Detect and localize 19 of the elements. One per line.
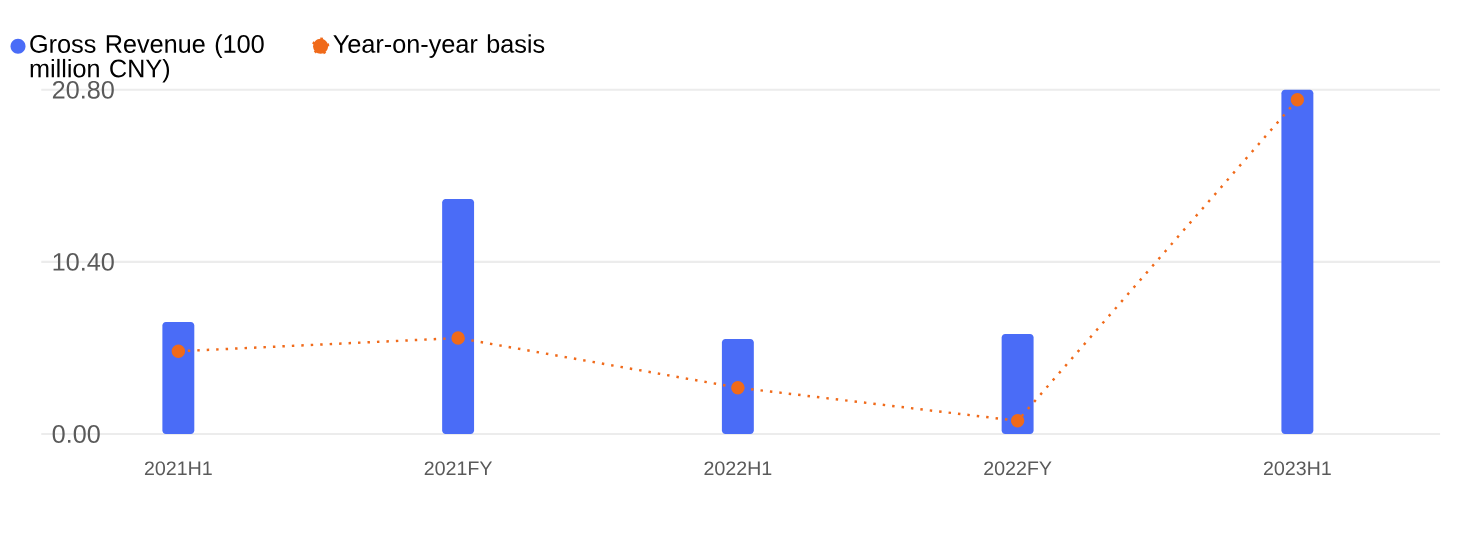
x-tick-label: 2021H1 <box>144 461 212 476</box>
point <box>731 381 745 395</box>
point <box>171 344 186 359</box>
y-tick-label: 10.40 <box>53 253 114 271</box>
legend-label: Year-on-year basis <box>333 34 545 59</box>
bar <box>1001 334 1034 435</box>
point <box>451 331 465 345</box>
x-tick-label: 2023H1 <box>1263 461 1331 476</box>
point <box>1010 414 1025 428</box>
y-tick-label: 20.80 <box>52 81 114 99</box>
bar <box>162 322 195 435</box>
bar <box>721 339 754 435</box>
x-tick-label: 2021FY <box>424 461 493 476</box>
point <box>1290 93 1305 107</box>
y-tick-label: 0.00 <box>52 425 100 444</box>
bar <box>442 199 475 435</box>
x-tick-label: 2022FY <box>984 461 1052 476</box>
bar <box>1281 89 1314 435</box>
x-tick-label: 2022H1 <box>704 461 772 476</box>
